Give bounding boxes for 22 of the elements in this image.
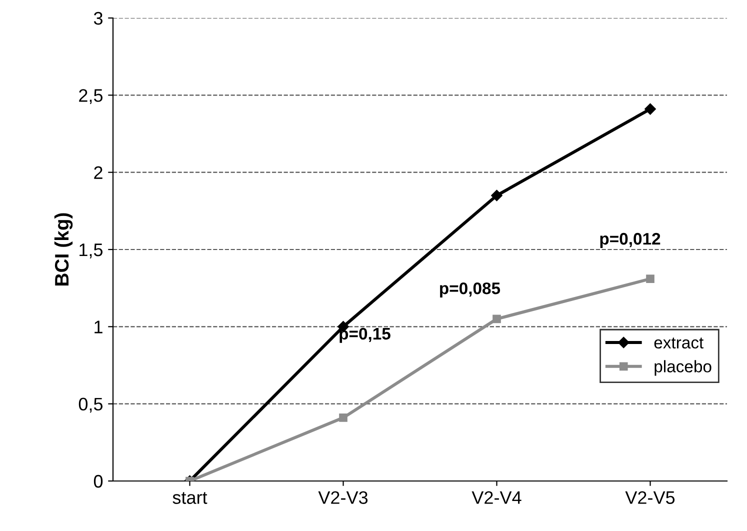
point: [339, 414, 348, 422]
y-tick-label: 2: [94, 166, 102, 179]
x-tick-label: V2-V3: [318, 491, 368, 504]
x-tick-label: start: [172, 492, 208, 504]
y-tick-label: 0,5: [78, 398, 103, 413]
x-tick-label: V2-V4: [472, 491, 522, 504]
y-tick-label: 1,5: [80, 244, 103, 258]
point: [491, 190, 502, 202]
y-tick-label: 1: [94, 320, 102, 334]
point: [492, 314, 501, 324]
annotation: p=0,15: [340, 328, 390, 343]
annotation: p=0,085: [440, 282, 500, 298]
annotation: p=0,012: [600, 232, 660, 248]
y-tick-label: 0: [94, 474, 103, 488]
y-axis-title: BCI (kg): [54, 213, 73, 286]
legend-label: placebo: [654, 360, 712, 376]
x-tick-label: V2-V5: [625, 491, 675, 504]
y-tick-label: 3: [94, 12, 102, 25]
point: [646, 274, 654, 283]
point: [644, 103, 656, 115]
legend-label: extract: [654, 338, 704, 349]
y-tick-label: 2,5: [79, 89, 103, 104]
